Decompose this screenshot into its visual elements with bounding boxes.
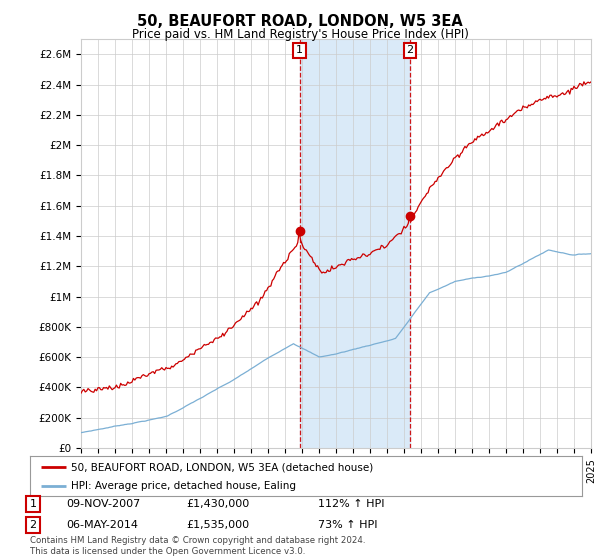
Text: 2: 2 <box>29 520 37 530</box>
Text: HPI: Average price, detached house, Ealing: HPI: Average price, detached house, Eali… <box>71 481 296 491</box>
Text: Price paid vs. HM Land Registry's House Price Index (HPI): Price paid vs. HM Land Registry's House … <box>131 28 469 41</box>
Text: 73% ↑ HPI: 73% ↑ HPI <box>318 520 377 530</box>
Text: 1: 1 <box>296 45 303 55</box>
Text: £1,535,000: £1,535,000 <box>186 520 249 530</box>
Text: 112% ↑ HPI: 112% ↑ HPI <box>318 499 385 509</box>
Text: 50, BEAUFORT ROAD, LONDON, W5 3EA (detached house): 50, BEAUFORT ROAD, LONDON, W5 3EA (detac… <box>71 463 374 473</box>
Text: 06-MAY-2014: 06-MAY-2014 <box>66 520 138 530</box>
Text: 09-NOV-2007: 09-NOV-2007 <box>66 499 140 509</box>
Text: 50, BEAUFORT ROAD, LONDON, W5 3EA: 50, BEAUFORT ROAD, LONDON, W5 3EA <box>137 14 463 29</box>
Text: 1: 1 <box>29 499 37 509</box>
Bar <box>299 39 410 448</box>
Text: £1,430,000: £1,430,000 <box>186 499 249 509</box>
Text: 2: 2 <box>406 45 413 55</box>
Text: Contains HM Land Registry data © Crown copyright and database right 2024.
This d: Contains HM Land Registry data © Crown c… <box>30 536 365 556</box>
